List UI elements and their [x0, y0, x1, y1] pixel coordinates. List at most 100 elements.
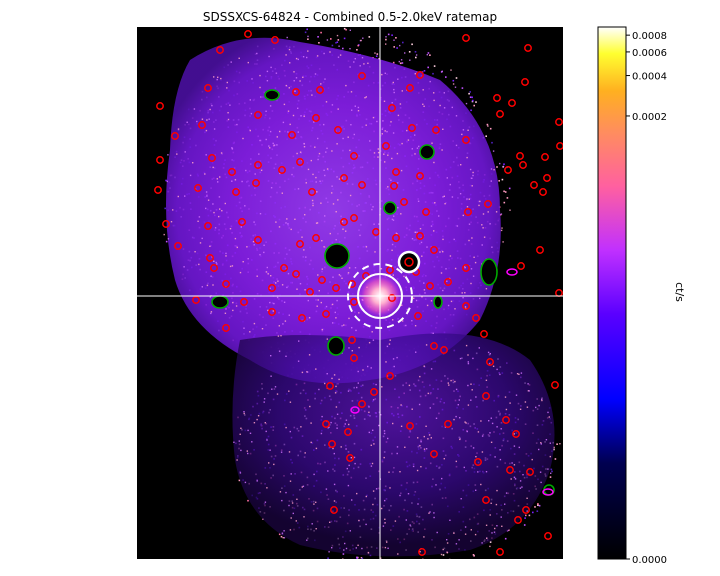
noise-pixel: [236, 123, 238, 126]
noise-pixel: [285, 491, 287, 494]
noise-pixel: [276, 393, 279, 395]
noise-pixel: [559, 443, 561, 445]
noise-pixel: [421, 255, 423, 257]
noise-pixel: [297, 58, 299, 61]
noise-pixel: [378, 424, 380, 427]
noise-pixel: [452, 83, 455, 85]
noise-pixel: [387, 547, 389, 549]
noise-pixel: [495, 503, 498, 506]
noise-pixel: [300, 426, 302, 428]
noise-pixel: [423, 448, 426, 450]
noise-pixel: [390, 121, 392, 123]
noise-pixel: [384, 499, 386, 502]
noise-pixel: [276, 144, 278, 146]
noise-pixel: [509, 402, 511, 404]
noise-pixel: [372, 503, 374, 506]
noise-pixel: [464, 266, 466, 269]
noise-pixel: [472, 357, 474, 360]
noise-pixel: [263, 398, 266, 400]
noise-pixel: [342, 137, 344, 140]
noise-pixel: [450, 69, 452, 71]
noise-pixel: [387, 437, 389, 440]
noise-pixel: [291, 173, 293, 176]
extended-source-region: [327, 336, 345, 356]
noise-pixel: [491, 141, 493, 144]
noise-pixel: [482, 227, 484, 229]
noise-pixel: [527, 390, 530, 392]
noise-pixel: [304, 452, 306, 454]
point-source-region: [536, 246, 544, 254]
noise-pixel: [415, 351, 417, 353]
noise-pixel: [335, 317, 337, 319]
noise-pixel: [355, 547, 357, 549]
point-source-region: [504, 166, 512, 174]
noise-pixel: [380, 268, 383, 270]
noise-pixel: [172, 209, 174, 211]
noise-pixel: [316, 55, 319, 57]
point-source-region: [416, 172, 424, 180]
noise-pixel: [487, 125, 489, 127]
noise-pixel: [453, 418, 455, 421]
noise-pixel: [420, 441, 422, 443]
noise-pixel: [239, 271, 242, 274]
noise-pixel: [447, 382, 449, 384]
noise-pixel: [310, 422, 312, 424]
noise-pixel: [391, 249, 393, 251]
noise-pixel: [313, 473, 315, 476]
noise-pixel: [491, 246, 493, 248]
noise-pixel: [479, 200, 481, 203]
noise-pixel: [318, 152, 321, 155]
noise-pixel: [462, 297, 464, 299]
noise-pixel: [280, 535, 283, 538]
noise-pixel: [500, 213, 503, 215]
noise-pixel: [285, 54, 287, 56]
noise-pixel: [351, 350, 353, 352]
noise-pixel: [338, 178, 341, 180]
noise-pixel: [501, 227, 503, 229]
noise-pixel: [286, 286, 288, 289]
noise-pixel: [349, 149, 351, 152]
point-source-region: [556, 142, 563, 150]
noise-pixel: [321, 268, 323, 270]
noise-pixel: [240, 226, 242, 228]
noise-pixel: [326, 168, 329, 170]
noise-pixel: [285, 267, 288, 270]
noise-pixel: [335, 385, 337, 388]
noise-pixel: [360, 39, 362, 42]
point-source-region: [486, 358, 494, 366]
noise-pixel: [266, 439, 268, 441]
noise-pixel: [392, 319, 394, 321]
noise-pixel: [263, 401, 265, 403]
point-source-region: [254, 111, 262, 119]
noise-pixel: [549, 455, 551, 458]
noise-pixel: [398, 60, 400, 63]
noise-pixel: [307, 35, 309, 38]
noise-pixel: [283, 537, 286, 539]
noise-pixel: [459, 357, 462, 360]
point-source-region: [316, 86, 324, 94]
noise-pixel: [276, 136, 278, 138]
noise-pixel: [443, 92, 445, 94]
noise-pixel: [226, 87, 228, 89]
noise-pixel: [296, 152, 298, 155]
noise-pixel: [326, 39, 329, 41]
noise-pixel: [328, 426, 330, 428]
noise-pixel: [281, 192, 283, 194]
noise-pixel: [519, 480, 522, 482]
noise-pixel: [408, 51, 411, 53]
noise-pixel: [475, 489, 477, 491]
noise-pixel: [419, 445, 421, 447]
noise-pixel: [310, 441, 312, 444]
noise-pixel: [233, 441, 235, 443]
noise-pixel: [292, 512, 294, 515]
noise-pixel: [409, 524, 411, 526]
noise-pixel: [407, 493, 410, 495]
noise-pixel: [399, 471, 401, 473]
noise-pixel: [320, 202, 322, 204]
noise-pixel: [373, 443, 375, 445]
noise-pixel: [341, 325, 343, 327]
detector-field-upper: [166, 37, 501, 384]
noise-pixel: [323, 246, 325, 248]
noise-pixel: [414, 153, 416, 155]
noise-pixel: [504, 537, 507, 540]
